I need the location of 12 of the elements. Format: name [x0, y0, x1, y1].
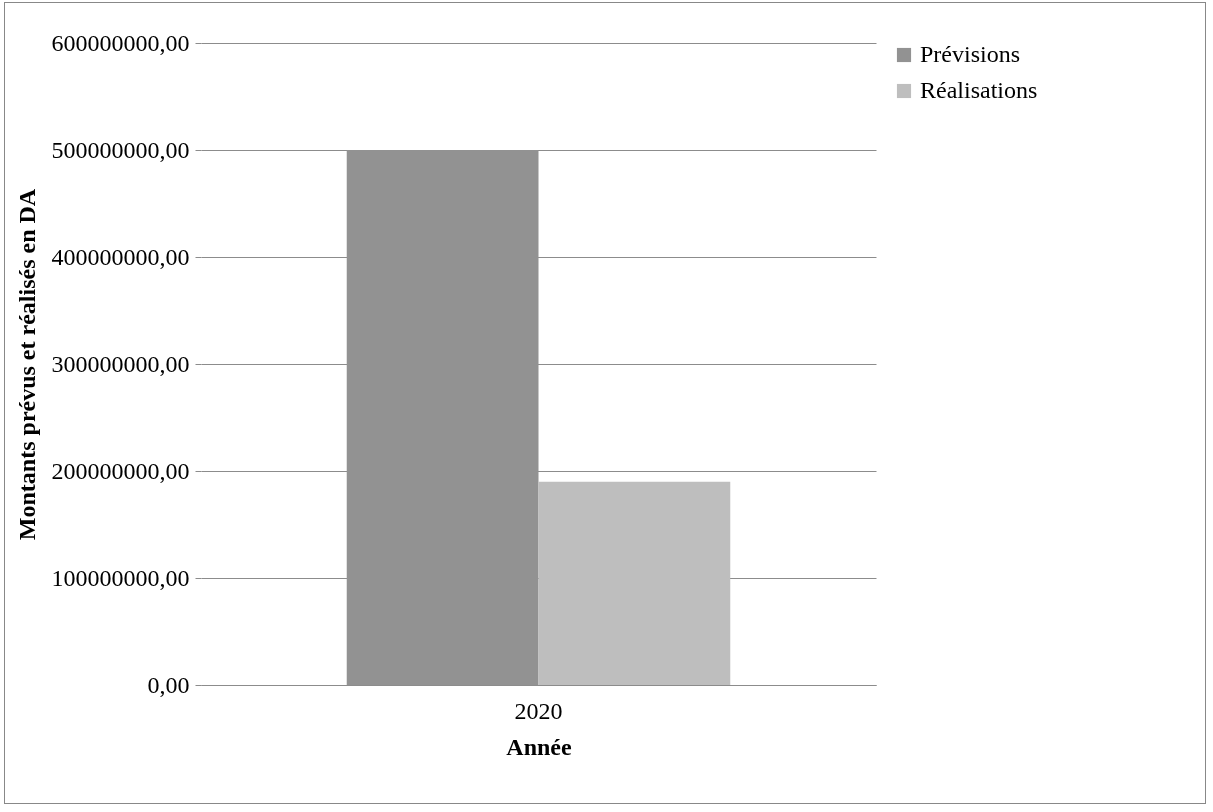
y-axis-title: Montants prévus et réalisés en DA [13, 188, 40, 541]
y-tick-label: 600000000,00 [51, 29, 190, 56]
y-tick-label: 0,00 [147, 671, 190, 698]
y-tick-label: 200000000,00 [51, 457, 190, 484]
legend-label: Prévisions [920, 41, 1021, 67]
y-tick-label: 300000000,00 [51, 350, 190, 377]
y-tick-label: 400000000,00 [51, 243, 190, 270]
x-tick-label: 2020 [514, 697, 563, 724]
y-tick-label: 100000000,00 [51, 564, 190, 591]
x-axis-title: Année [506, 733, 573, 760]
legend-label: Réalisations [920, 77, 1038, 103]
y-tick-label: 500000000,00 [51, 136, 190, 163]
